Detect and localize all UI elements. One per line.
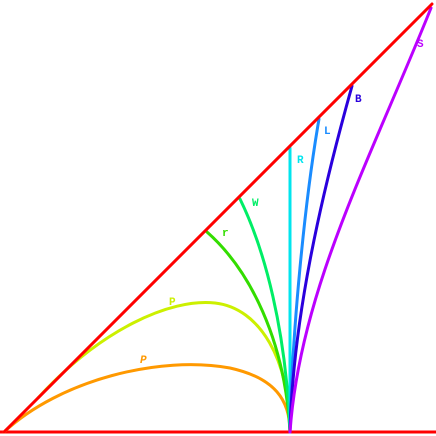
curve	[205, 230, 292, 434]
curve-label: B	[355, 94, 362, 106]
curve	[2, 363, 292, 434]
curve	[288, 6, 433, 434]
curve-label: P	[169, 297, 176, 309]
curve-label: r	[222, 228, 229, 240]
curve	[238, 197, 292, 434]
curve-label: P	[140, 355, 147, 367]
curve	[288, 84, 354, 434]
curve-label: W	[252, 198, 259, 210]
curve-label: S	[417, 39, 424, 51]
curve-label: R	[297, 155, 304, 167]
curve-label: L	[324, 126, 331, 138]
